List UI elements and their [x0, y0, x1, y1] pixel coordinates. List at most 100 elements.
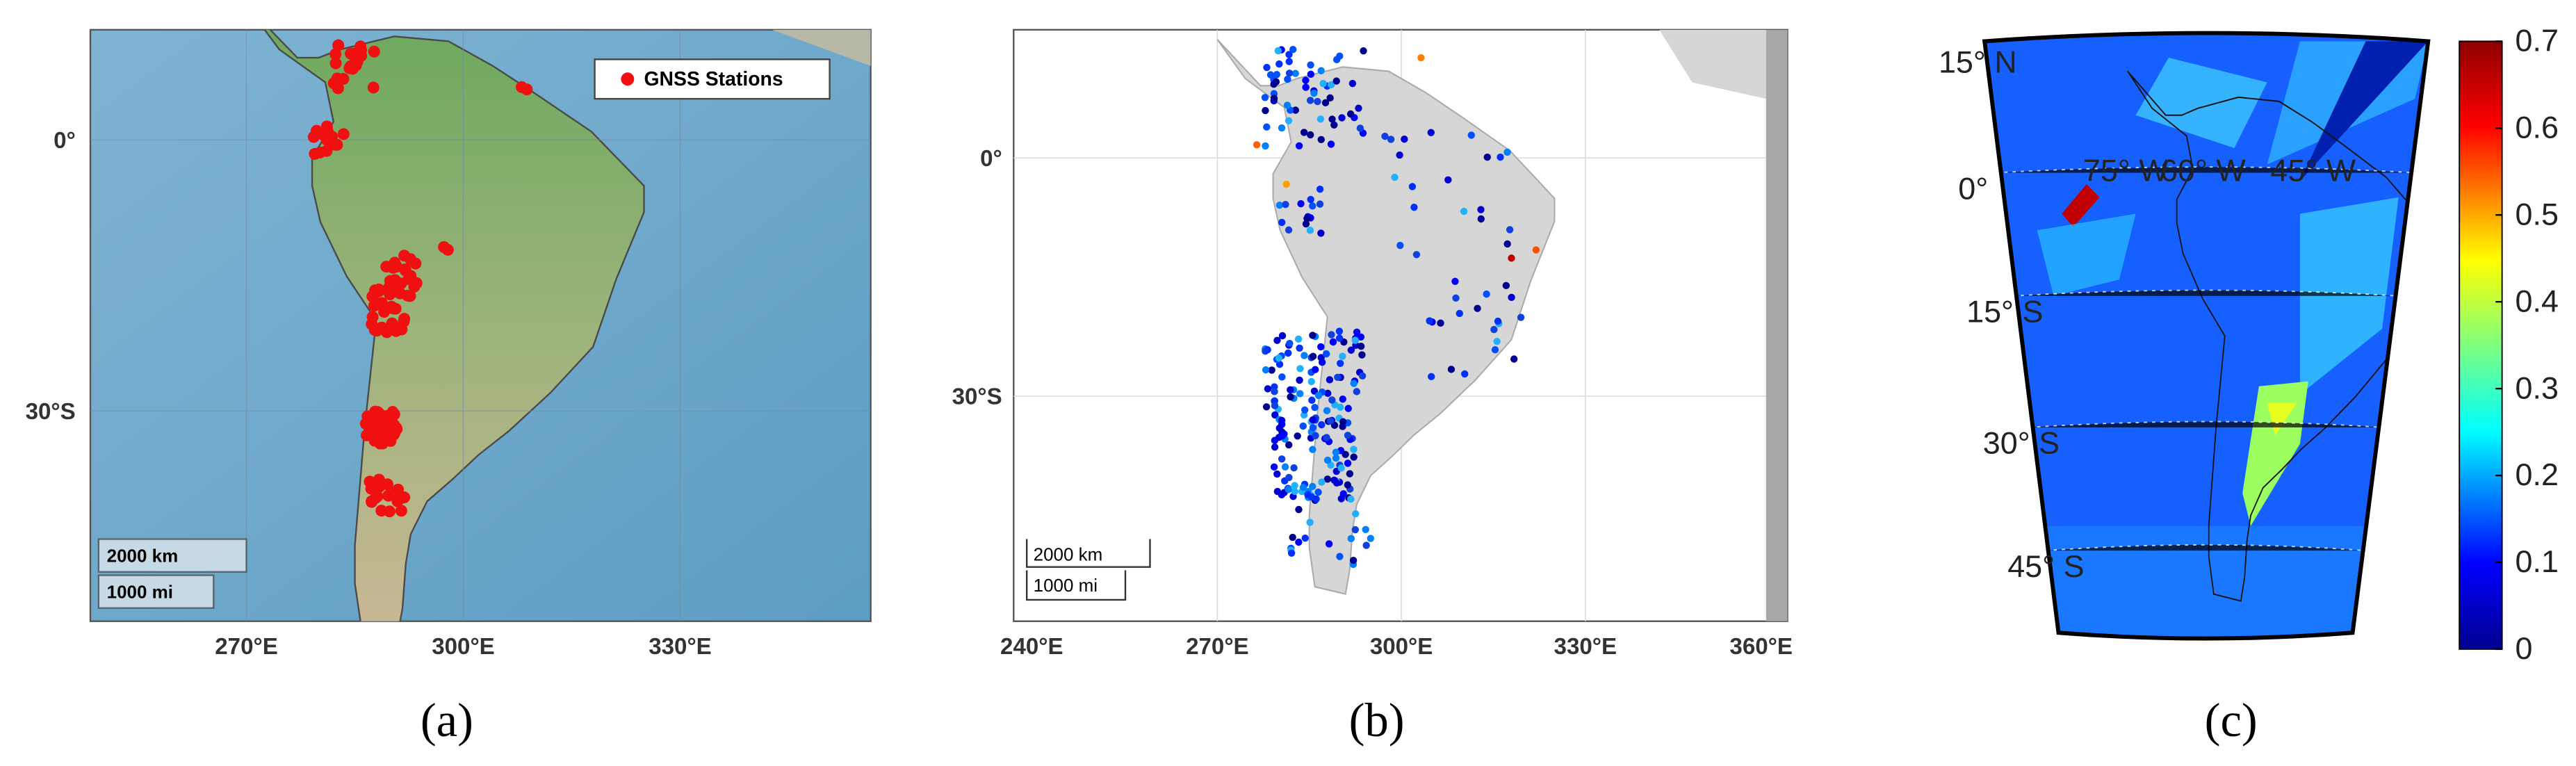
station — [1287, 549, 1296, 557]
station — [1309, 202, 1316, 210]
station — [1328, 81, 1335, 89]
station — [1304, 491, 1312, 498]
station — [389, 302, 402, 315]
station — [1367, 535, 1375, 542]
station — [398, 491, 411, 504]
station — [1451, 277, 1459, 286]
station — [1497, 153, 1504, 161]
station — [1323, 434, 1330, 441]
station — [371, 406, 384, 418]
station — [1290, 464, 1298, 472]
station — [1271, 443, 1279, 451]
station — [1278, 218, 1286, 227]
station — [1297, 199, 1305, 208]
station — [1317, 229, 1325, 237]
station — [1306, 519, 1314, 526]
scale-bar — [1026, 539, 1151, 568]
scale-label: 2000 km — [1034, 544, 1103, 564]
station — [373, 423, 386, 435]
station — [1467, 131, 1475, 139]
station — [1262, 403, 1271, 411]
station — [1350, 453, 1358, 461]
station — [1286, 339, 1294, 348]
station — [1309, 424, 1317, 432]
station — [1326, 376, 1334, 384]
station — [1317, 136, 1325, 143]
station — [1278, 332, 1287, 340]
station — [1346, 110, 1355, 118]
station — [1295, 538, 1303, 546]
station — [1271, 411, 1279, 419]
colorbar-tick-label: 0.3 — [2516, 370, 2559, 405]
station — [1362, 525, 1369, 533]
station — [1332, 479, 1341, 487]
station — [1381, 132, 1389, 140]
station — [1306, 97, 1314, 104]
station — [1296, 376, 1303, 384]
station — [454, 15, 466, 26]
station — [1294, 432, 1301, 440]
station — [1317, 343, 1325, 351]
lon-label: 45° W — [2270, 152, 2356, 188]
station — [1502, 282, 1510, 290]
station — [1253, 141, 1261, 149]
station — [1325, 540, 1333, 548]
station — [438, 241, 450, 253]
legend-label: GNSS Stations — [644, 68, 783, 90]
station — [1339, 395, 1346, 403]
station — [332, 39, 345, 51]
station — [380, 261, 393, 273]
station — [453, 15, 465, 26]
station — [1307, 195, 1314, 204]
station — [1396, 151, 1403, 159]
station — [343, 62, 356, 74]
station — [1275, 424, 1283, 432]
station — [1268, 366, 1275, 374]
station — [1332, 454, 1340, 462]
station — [1275, 354, 1282, 362]
station — [381, 326, 393, 339]
station — [395, 277, 407, 290]
station — [1339, 418, 1347, 425]
station — [1477, 206, 1485, 213]
station — [366, 311, 379, 323]
station — [515, 81, 528, 93]
station — [1344, 405, 1352, 412]
station — [1387, 136, 1395, 143]
station — [1357, 343, 1365, 350]
station — [1282, 180, 1290, 188]
station — [1307, 377, 1315, 386]
station — [1296, 344, 1303, 352]
station — [1323, 407, 1331, 415]
station — [370, 325, 383, 337]
station — [1490, 325, 1498, 334]
station — [349, 52, 361, 65]
station — [1358, 351, 1366, 359]
station — [1285, 473, 1293, 482]
station — [1301, 535, 1309, 542]
station — [1275, 60, 1283, 68]
station — [1344, 459, 1352, 467]
station — [1278, 455, 1286, 463]
station — [1350, 380, 1358, 387]
station — [457, 15, 468, 26]
colorbar-tick-label: 0.4 — [2516, 283, 2559, 318]
station — [1335, 334, 1344, 342]
station — [1291, 106, 1300, 114]
station — [1316, 186, 1324, 193]
station — [1302, 76, 1310, 84]
station — [1319, 79, 1327, 88]
station — [1317, 354, 1325, 361]
station — [1326, 94, 1334, 102]
station — [363, 429, 375, 441]
station — [1316, 200, 1324, 208]
station — [1296, 365, 1304, 373]
lon-label: 60° W — [2160, 152, 2246, 188]
station — [1503, 148, 1511, 156]
station — [367, 81, 380, 94]
station — [1294, 335, 1303, 343]
scale-label: 1000 mi — [107, 582, 173, 603]
station — [1270, 95, 1278, 102]
x-tick-label: 300°E — [1370, 634, 1433, 660]
